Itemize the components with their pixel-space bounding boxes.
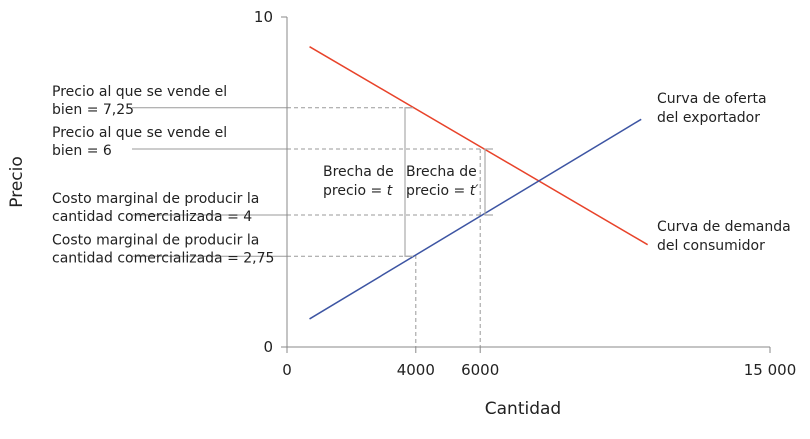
supply-label: del exportador bbox=[657, 110, 760, 126]
supply-curve bbox=[309, 118, 642, 320]
bracket-label-line: precio = t′ bbox=[406, 183, 479, 199]
price-gap-bracket bbox=[484, 148, 493, 216]
annotation-line: bien = 6 bbox=[52, 143, 112, 159]
demand-label: del consumidor bbox=[657, 238, 765, 254]
annotation-line: cantidad comercializada = 2,75 bbox=[52, 250, 274, 266]
demand-label: Curva de demanda bbox=[657, 219, 791, 235]
demand-curve bbox=[309, 46, 649, 246]
annotation-line: Precio al que se vende el bbox=[52, 125, 227, 141]
bracket-label-line: Brecha de bbox=[406, 164, 477, 180]
x-tick-label: 4000 bbox=[397, 361, 435, 379]
y-tick-label: 0 bbox=[263, 338, 273, 356]
bracket-label-line: Brecha de bbox=[323, 164, 394, 180]
x-tick-label: 6000 bbox=[461, 361, 499, 379]
series-lines bbox=[309, 46, 649, 320]
price-gap-bracket bbox=[404, 107, 413, 257]
supply-label: Curva de oferta bbox=[657, 91, 767, 107]
annotation-line: bien = 7,25 bbox=[52, 102, 134, 118]
axes: 0 10 0 4000 6000 15 000 Cantidad Precio bbox=[7, 8, 796, 419]
bracket-symbol: t′ bbox=[470, 183, 479, 199]
price-gap-brackets: Brecha de precio = t Brecha de precio = t′ bbox=[323, 107, 493, 257]
x-tick-label: 0 bbox=[282, 361, 292, 379]
annotation-line: Costo marginal de producir la bbox=[52, 191, 259, 207]
x-axis-label: Cantidad bbox=[485, 399, 561, 419]
bracket-label-line: precio = t bbox=[323, 183, 393, 199]
labels: Precio al que se vende el bien = 7,25 Prec… bbox=[52, 84, 791, 267]
guide-lines bbox=[132, 107, 485, 347]
annotation-line: Precio al que se vende el bbox=[52, 84, 227, 100]
y-tick-label: 10 bbox=[254, 8, 273, 26]
annotation-line: Costo marginal de producir la bbox=[52, 232, 259, 248]
annotation-line: cantidad comercializada = 4 bbox=[52, 209, 252, 225]
x-tick-label: 15 000 bbox=[744, 361, 797, 379]
bracket-symbol: t bbox=[387, 183, 393, 199]
y-axis-label: Precio bbox=[7, 156, 27, 208]
